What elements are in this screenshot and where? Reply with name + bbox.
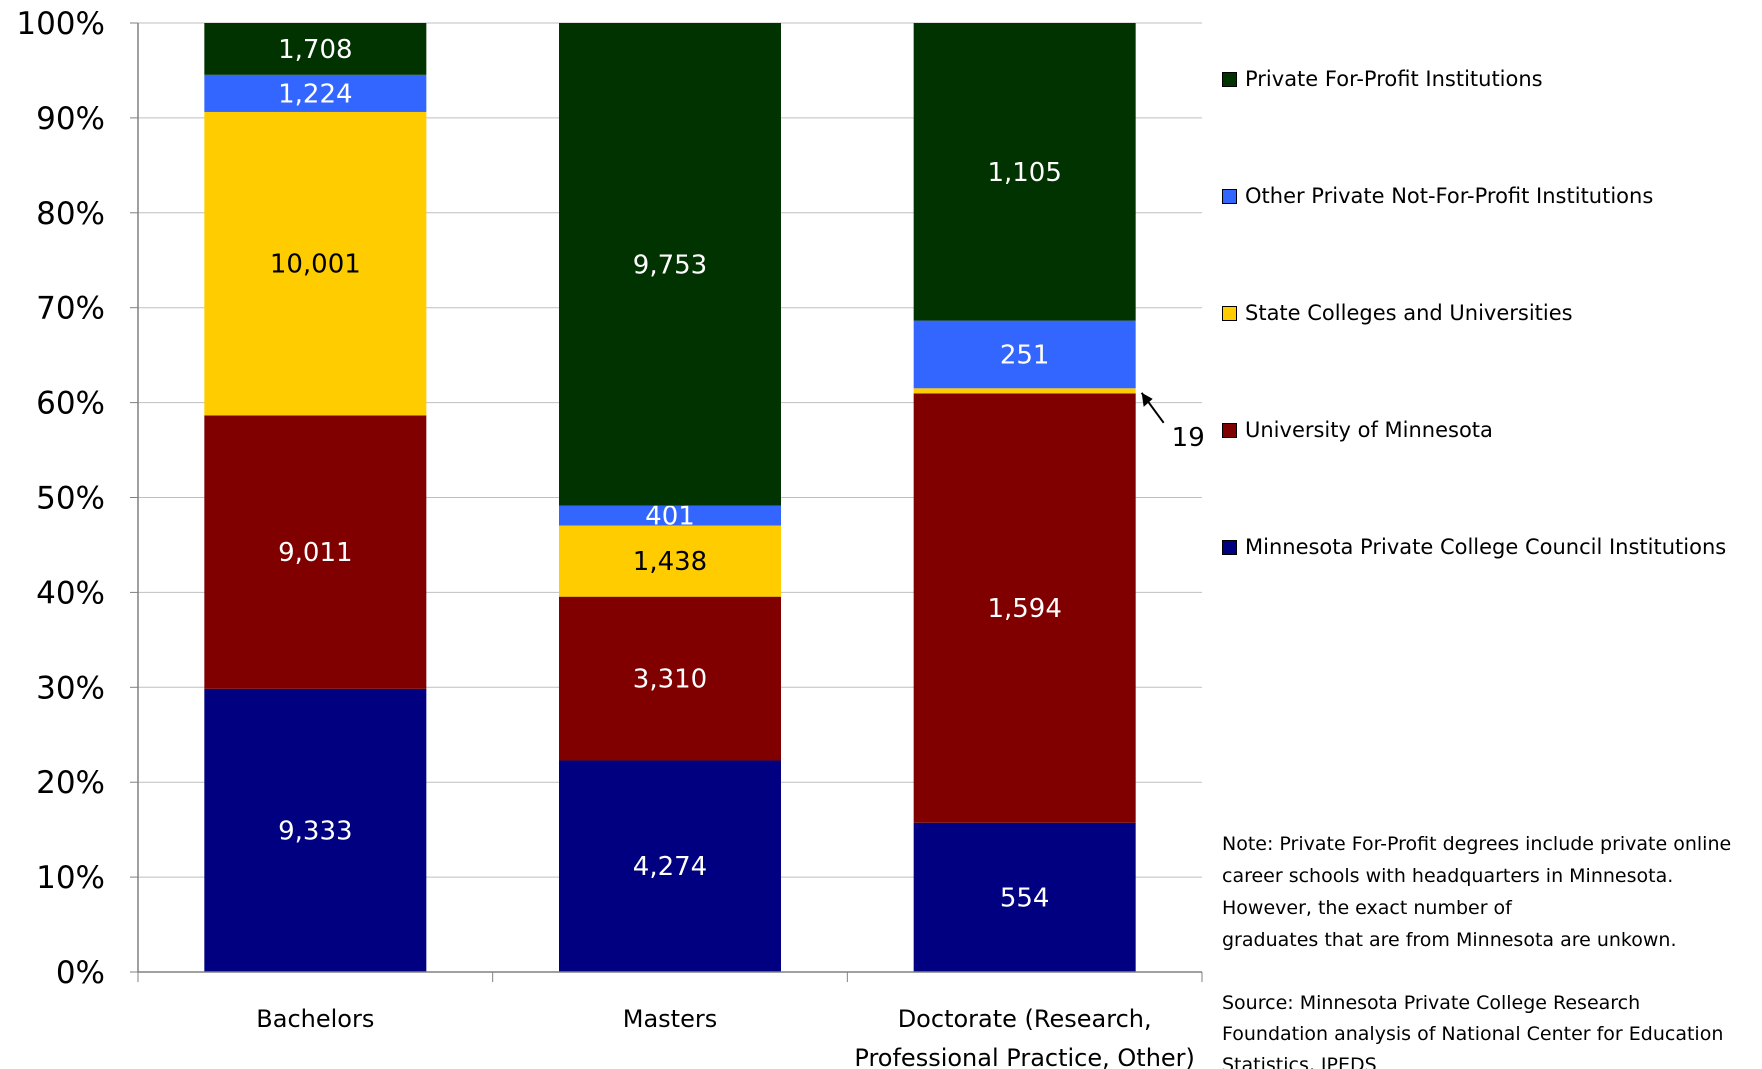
data-label: 1,224 <box>278 79 352 109</box>
source-line: Statistics, IPEDS <box>1222 1054 1377 1069</box>
legend-label-university-of-minnesota: University of Minnesota <box>1245 418 1493 442</box>
y-tick-label: 40% <box>36 575 105 611</box>
bar-segment <box>913 393 1136 823</box>
annotation-label: 19 <box>1172 423 1205 453</box>
data-label: 4,274 <box>633 852 707 882</box>
y-tick-label: 90% <box>36 101 105 137</box>
data-label: 9,333 <box>278 816 352 846</box>
note-line: However, the exact number of <box>1222 897 1512 919</box>
legend-swatch-state-colleges <box>1222 305 1237 321</box>
bar-segment <box>204 688 427 972</box>
y-tick-label: 30% <box>36 670 105 706</box>
y-tick-label: 20% <box>36 765 105 801</box>
bar-segment <box>559 505 781 526</box>
bar-segment <box>913 388 1136 394</box>
legend-label-state-colleges: State Colleges and Universities <box>1245 301 1573 325</box>
legend-swatch-for-profit <box>1222 71 1237 87</box>
x-tick-label: Doctorate (Research, <box>898 1005 1152 1033</box>
y-tick-label: 100% <box>16 6 105 42</box>
data-label: 1,708 <box>278 35 352 65</box>
y-tick-label: 50% <box>36 481 105 517</box>
x-tick-label: Masters <box>623 1005 717 1033</box>
data-label: 251 <box>1000 340 1050 370</box>
legend-label-other-private: Other Private Not-For-Profit Institution… <box>1245 184 1654 208</box>
y-tick-label: 80% <box>36 196 105 232</box>
y-tick-label: 0% <box>56 955 105 991</box>
data-label: 554 <box>1000 883 1050 913</box>
data-label: 9,011 <box>278 538 352 568</box>
annotation-arrow-head <box>1141 392 1153 407</box>
bar-segment <box>913 320 1136 389</box>
data-label: 10,001 <box>270 250 361 280</box>
data-label: 9,753 <box>633 250 707 280</box>
legend-label-for-profit: Private For-Profit Institutions <box>1245 67 1543 91</box>
legend-swatch-mpcc <box>1222 539 1237 555</box>
bar-segment <box>204 74 427 112</box>
data-label: 1,438 <box>633 547 707 577</box>
data-label: 401 <box>645 502 695 532</box>
note-line: graduates that are from Minnesota are un… <box>1222 929 1677 951</box>
bar-segment <box>559 760 781 972</box>
bar-segment <box>913 822 1136 972</box>
bar-segment <box>913 23 1136 321</box>
legend-item-other-private: Other Private Not-For-Profit Institution… <box>1222 184 1653 208</box>
legend-item-state-colleges: State Colleges and Universities <box>1222 301 1573 325</box>
bar-segment <box>559 525 781 597</box>
source-line: Source: Minnesota Private College Resear… <box>1222 992 1641 1014</box>
legend-item-university-of-minnesota: University of Minnesota <box>1222 418 1493 442</box>
bar-segment <box>204 415 427 689</box>
chart-legend: Private For-Profit Institutions Other Pr… <box>1222 0 1762 1069</box>
data-label: 1,105 <box>987 158 1061 188</box>
chart-source: Source: Minnesota Private College Resear… <box>1222 988 1762 1069</box>
legend-swatch-university-of-minnesota <box>1222 422 1237 438</box>
bar-segment <box>559 23 781 506</box>
y-tick-label: 10% <box>36 860 105 896</box>
legend-swatch-other-private <box>1222 188 1237 204</box>
note-line: career schools with headquarters in Minn… <box>1222 865 1674 887</box>
bar-segment <box>204 111 427 416</box>
data-label: 1,594 <box>987 594 1061 624</box>
legend-item-for-profit: Private For-Profit Institutions <box>1222 67 1543 91</box>
bar-segment <box>204 23 427 75</box>
chart-note: Note: Private For-Profit degrees include… <box>1222 828 1762 956</box>
legend-label-mpcc: Minnesota Private College Council Instit… <box>1245 535 1727 559</box>
note-line: Note: Private For-Profit degrees include… <box>1222 833 1732 855</box>
y-tick-label: 70% <box>36 291 105 327</box>
x-tick-label: Professional Practice, Other) <box>854 1044 1195 1069</box>
bar-segment <box>559 596 781 761</box>
legend-item-mpcc: Minnesota Private College Council Instit… <box>1222 535 1726 559</box>
x-tick-label: Bachelors <box>256 1005 374 1033</box>
source-line: Foundation analysis of National Center f… <box>1222 1023 1724 1045</box>
y-tick-label: 60% <box>36 386 105 422</box>
data-label: 3,310 <box>633 665 707 695</box>
